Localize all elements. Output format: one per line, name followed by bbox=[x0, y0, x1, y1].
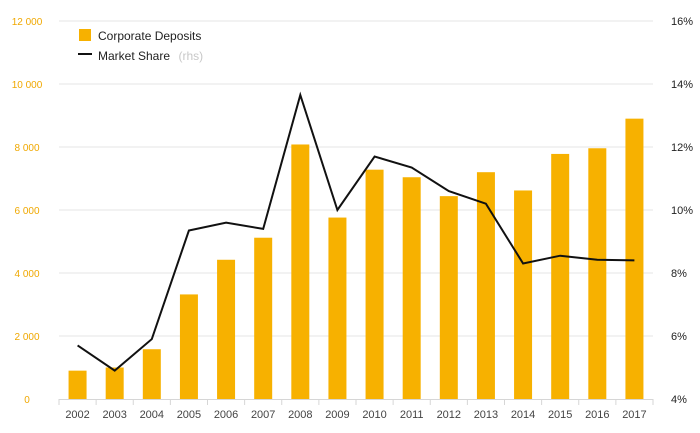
right-tick-label: 14% bbox=[671, 79, 693, 91]
bar-series bbox=[68, 118, 644, 400]
bar bbox=[514, 190, 533, 399]
x-tick-label: 2014 bbox=[511, 409, 535, 421]
left-tick-label: 2 000 bbox=[14, 332, 39, 343]
bar bbox=[365, 169, 384, 399]
x-tick-label: 2007 bbox=[251, 409, 275, 421]
legend-note-rhs: (rhs) bbox=[178, 49, 203, 63]
x-tick-label: 2005 bbox=[177, 409, 201, 421]
x-tick-label: 2006 bbox=[214, 409, 238, 421]
legend-entry-market-share: Market Share (rhs) bbox=[98, 47, 203, 64]
bar bbox=[588, 148, 607, 399]
left-tick-label: 12 000 bbox=[12, 17, 43, 28]
x-tick-label: 2004 bbox=[140, 409, 164, 421]
x-tick-label: 2016 bbox=[585, 409, 609, 421]
legend: Corporate Deposits Market Share (rhs) bbox=[78, 29, 203, 64]
left-tick-label: 0 bbox=[24, 395, 30, 406]
bar bbox=[402, 177, 421, 399]
bar bbox=[179, 294, 198, 399]
right-tick-label: 8% bbox=[671, 268, 687, 280]
bar bbox=[328, 217, 347, 399]
x-tick-label: 2015 bbox=[548, 409, 572, 421]
bar bbox=[625, 118, 644, 400]
bar bbox=[291, 144, 310, 399]
bar bbox=[105, 367, 124, 399]
right-tick-label: 16% bbox=[671, 16, 693, 28]
x-tick-label: 2017 bbox=[622, 409, 646, 421]
bar bbox=[142, 349, 161, 399]
x-tick-label: 2008 bbox=[288, 409, 312, 421]
bar bbox=[476, 172, 495, 399]
bar bbox=[254, 237, 273, 399]
legend-swatch-corporate-deposits bbox=[79, 29, 91, 41]
axes: 0 2 000 4 000 6 000 8 000 10 000 12 000 4% 6% 8% 1… bbox=[12, 16, 694, 421]
x-tick-label: 2009 bbox=[325, 409, 349, 421]
bar bbox=[439, 196, 458, 399]
x-tick-label: 2010 bbox=[362, 409, 386, 421]
x-tick-label: 2011 bbox=[400, 409, 424, 421]
right-tick-label: 10% bbox=[671, 205, 693, 217]
bar bbox=[551, 153, 570, 399]
bar bbox=[217, 259, 236, 399]
left-tick-label: 6 000 bbox=[14, 206, 39, 217]
x-tick-label: 2002 bbox=[65, 409, 89, 421]
x-tick-label: 2013 bbox=[474, 409, 498, 421]
right-tick-label: 6% bbox=[671, 331, 687, 343]
x-tick-label: 2012 bbox=[437, 409, 461, 421]
legend-label-market-share: Market Share bbox=[98, 49, 170, 63]
left-tick-label: 10 000 bbox=[12, 80, 43, 91]
legend-label-corporate-deposits: Corporate Deposits bbox=[98, 29, 201, 43]
right-tick-label: 4% bbox=[671, 394, 687, 406]
left-tick-label: 4 000 bbox=[14, 269, 39, 280]
right-tick-label: 12% bbox=[671, 142, 693, 154]
bar bbox=[68, 370, 87, 399]
line-series bbox=[77, 91, 635, 372]
left-tick-label: 8 000 bbox=[14, 143, 39, 154]
x-tick-label: 2003 bbox=[102, 409, 126, 421]
market-share-line bbox=[77, 91, 635, 372]
